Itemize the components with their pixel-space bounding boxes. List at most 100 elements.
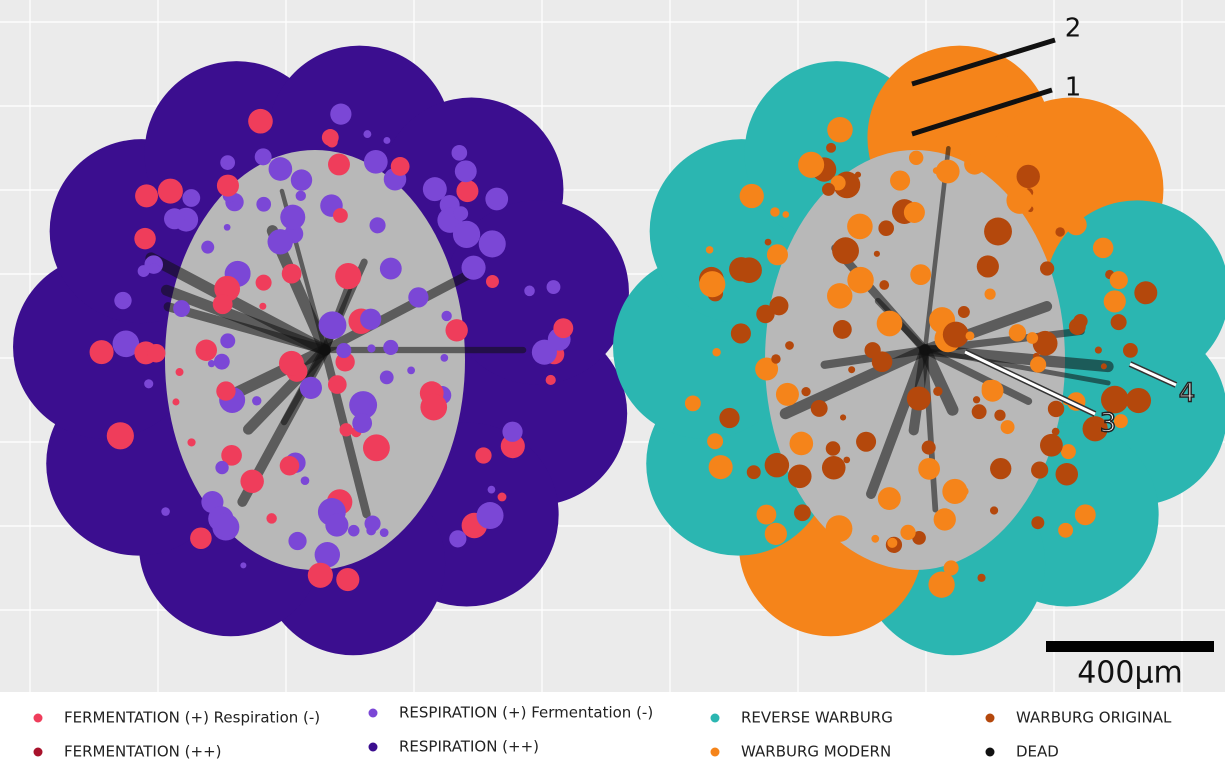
cell-patch [220, 333, 235, 348]
cell-patch [933, 387, 942, 396]
cell-patch [182, 189, 200, 207]
legend-label: FERMENTATION (+) Respiration (-) [64, 709, 320, 727]
cell-patch [1093, 238, 1113, 258]
cell-patch [240, 470, 263, 493]
cell-patch [462, 256, 486, 280]
cell-patch [215, 461, 228, 474]
cell-patch [958, 306, 970, 318]
legend-label: RESPIRATION (++) [399, 738, 539, 756]
cell-patch [977, 574, 985, 582]
cell-patch [832, 237, 859, 264]
cell-patch [176, 368, 184, 376]
cell-patch [879, 280, 889, 290]
cell-patch [719, 408, 739, 428]
legend-marker [711, 714, 720, 723]
cell-patch [553, 318, 573, 338]
cell-patch [942, 479, 967, 504]
cell-patch [498, 493, 507, 502]
cell-patch [977, 255, 999, 277]
cell-patch [848, 366, 855, 373]
cell-patch [1123, 343, 1138, 358]
cell-patch [874, 251, 880, 257]
cell-patch [756, 305, 774, 323]
cell-patch [134, 228, 155, 249]
cell-patch [488, 486, 496, 494]
cell-patch [256, 275, 272, 291]
cell-patch [826, 441, 841, 456]
cell-patch [847, 267, 873, 293]
cell-patch [485, 188, 508, 211]
legend-marker [986, 714, 995, 723]
cell-patch [1095, 347, 1102, 354]
cell-patch [936, 160, 960, 184]
cell-patch [248, 109, 273, 134]
cell-patch [740, 184, 764, 208]
cell-patch [363, 130, 371, 138]
cell-patch [280, 456, 300, 476]
cell-patch [789, 432, 813, 456]
cell-patch [1017, 165, 1040, 188]
cell-patch [770, 207, 780, 217]
cell-patch [965, 331, 974, 340]
cell-patch [840, 414, 846, 420]
cell-patch [336, 343, 351, 358]
cell-patch [280, 205, 305, 230]
cell-patch [216, 381, 235, 400]
cell-patch [328, 153, 350, 175]
annotation-label: 3 [1100, 409, 1117, 439]
cell-patch [707, 433, 723, 449]
cell-patch [173, 300, 190, 317]
cell-patch [383, 137, 390, 144]
scale-bar-label: 400μm [1077, 656, 1183, 691]
annotation-label: 2 [1065, 14, 1082, 44]
legend-marker [34, 714, 43, 723]
cell-patch [212, 514, 239, 541]
cell-patch [1040, 434, 1063, 457]
cell-patch [731, 323, 751, 343]
cell-patch [1066, 214, 1087, 235]
cell-patch [685, 395, 701, 411]
cell-patch [811, 400, 828, 417]
cell-patch [1000, 117, 1019, 136]
cell-patch [380, 370, 394, 384]
cell-patch [843, 457, 850, 464]
cell-patch [187, 438, 195, 446]
legend-label: WARBURG MODERN [741, 743, 891, 761]
cell-patch [1073, 314, 1087, 328]
cell-patch [984, 218, 1012, 246]
cell-patch [794, 504, 811, 521]
cell-patch [190, 527, 212, 549]
cell-patch [336, 568, 359, 591]
cell-patch [1009, 324, 1026, 341]
cell-patch [502, 422, 522, 442]
cell-patch [864, 342, 880, 358]
cell-patch [765, 523, 787, 545]
cell-patch [217, 175, 239, 197]
cell-patch [1001, 420, 1015, 434]
cell-patch [214, 354, 230, 370]
cell-patch [477, 502, 504, 529]
cell-patch [380, 258, 402, 280]
cell-patch [973, 396, 980, 403]
cell-patch [360, 309, 381, 330]
cell-patch [455, 160, 477, 182]
legend-label: REVERSE WARBURG [741, 709, 893, 727]
cell-patch [370, 217, 386, 233]
cell-patch [364, 516, 380, 532]
cell-patch [1058, 523, 1073, 538]
cell-patch [408, 287, 428, 307]
cell-patch [826, 515, 853, 542]
cell-patch [877, 311, 903, 337]
cell-patch [454, 206, 469, 221]
cell-patch [918, 458, 940, 480]
cell-patch [172, 398, 179, 405]
cell-patch [107, 422, 134, 449]
cell-patch [114, 292, 131, 309]
cell-patch [709, 455, 733, 479]
cell-patch [878, 220, 894, 236]
cell-patch [904, 202, 925, 223]
cell-patch [90, 340, 114, 364]
cell-patch [964, 154, 985, 175]
legend-label: WARBURG ORIGINAL [1016, 709, 1172, 727]
cell-patch [158, 179, 183, 204]
